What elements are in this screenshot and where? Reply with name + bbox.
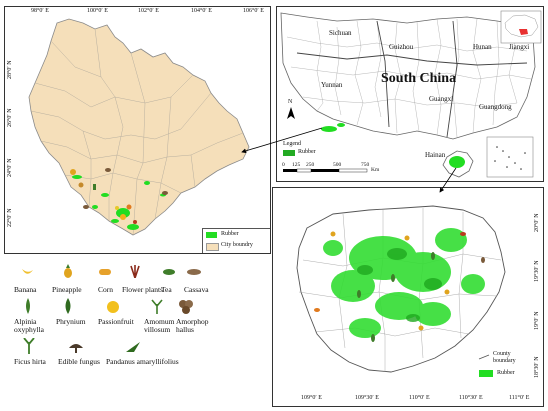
pineapple-icon (64, 264, 72, 278)
rubber-legend-swatch (283, 150, 295, 156)
crop-label-amomum-villosum: Amomum villosum (144, 317, 175, 334)
lon-tick-110-0: 110°0′ E (409, 395, 430, 401)
north-label: N (288, 99, 293, 105)
rubber-legend-swatch (479, 370, 493, 377)
scale-label-750: 750 (361, 162, 370, 168)
scale-bar (283, 168, 368, 173)
lat-tick-19-0: 19°0′ N (534, 311, 540, 330)
north-arrow-icon (287, 107, 295, 119)
lon-tick-104: 104°0′ E (191, 8, 212, 14)
flower-plants-icon (130, 265, 140, 278)
lon-tick-100: 100°0′ E (87, 8, 108, 14)
scale-label-500: 500 (333, 162, 342, 168)
lat-tick-19-30: 19°30′ N (534, 260, 540, 282)
crop-label-banana: Banana (14, 285, 37, 294)
south-sea-inset-frame (486, 136, 534, 178)
province-label-guizhou: Guizhou (389, 43, 414, 51)
crop-label-cassava: Cassava (184, 285, 209, 294)
crop-label-phrynium: Phrynium (56, 317, 86, 326)
county-boundary-legend-line (478, 354, 490, 360)
yunnan-legend: Rubber City boundry (202, 228, 270, 253)
hainan-crop-symbols (314, 231, 485, 342)
cassava-icon (187, 269, 201, 275)
crop-label-edible-fungus: Edible fungus (58, 357, 100, 366)
province-label-guangdong: Guangdong (479, 103, 512, 111)
crop-label-tea: Tea (161, 285, 172, 294)
south-china-map (280, 10, 542, 178)
lon-tick-102: 102°0′ E (138, 8, 159, 14)
province-label-sichuan: Sichuan (329, 29, 352, 37)
tea-icon (163, 269, 175, 275)
phrynium-icon (65, 298, 71, 314)
crop-label-pandanus: Pandanus amaryllifolius (106, 357, 179, 366)
crop-label-amorphophallus: Amorphop hallus (176, 317, 209, 334)
china-inset-outline (504, 14, 539, 38)
edible-fungus-icon (69, 344, 83, 353)
rubber-legend-label: Rubber (298, 149, 316, 155)
alpinia-icon (26, 298, 30, 314)
rubber-legend-label: Rubber (497, 370, 515, 376)
province-label-hainan: Hainan (425, 151, 446, 159)
lon-tick-111-0: 111°0′ E (509, 395, 530, 401)
crop-label-alpinia-oxyphylla: Alpinia oxyphylla (14, 317, 44, 334)
banana-icon (22, 269, 33, 274)
province-label-yunnan: Yunnan (321, 81, 343, 89)
rubber-legend-label: Rubber (221, 231, 239, 237)
ficus-hirta-icon (23, 338, 35, 354)
yunnan-province-shape (28, 18, 250, 236)
province-label-hunan: Hunan (473, 43, 492, 51)
passionfruit-icon (107, 301, 119, 313)
hainan-map-panel: 109°0′ E 109°30′ E 110°0′ E 110°30′ E 11… (272, 187, 544, 407)
lon-tick-98: 98°0′ E (31, 8, 49, 14)
legend-title: Legend (283, 141, 301, 147)
pandanus-icon (126, 342, 140, 352)
county-boundary-legend-label: County boundary (493, 351, 516, 364)
yunnan-province-map (28, 18, 250, 236)
scale-label-0: 0 (282, 162, 285, 168)
city-boundary-legend-label: City boundry (221, 242, 253, 248)
south-china-map-panel: Sichuan Guizhou Hunan Jiangxi Yunnan Gua… (276, 6, 544, 182)
hainan-island-map (296, 205, 506, 377)
crop-legend: Banana Pineapple Corn Flower plants Tea … (14, 262, 264, 407)
lon-tick-109-0: 109°0′ E (301, 395, 322, 401)
yunnan-crop-symbols (70, 168, 168, 224)
crop-label-pineapple: Pineapple (52, 285, 82, 294)
lon-tick-106: 106°0′ E (243, 8, 264, 14)
crop-label-flower-plants: Flower plants (122, 285, 164, 294)
crop-label-ficus-hirta: Ficus hirta (14, 357, 46, 366)
province-label-guangxi: Guangxi (429, 95, 454, 103)
lat-tick-20-0: 20°0′ N (534, 213, 540, 232)
crop-label-passionfruit: Passionfruit (98, 317, 134, 326)
city-boundary-swatch (206, 243, 219, 251)
rubber-swatch (206, 232, 217, 238)
scale-unit-km: Km (371, 167, 380, 173)
lon-tick-109-30: 109°30′ E (355, 395, 379, 401)
amomum-icon (151, 299, 163, 314)
crop-label-corn: Corn (98, 285, 113, 294)
province-label-jiangxi: Jiangxi (509, 43, 530, 51)
scale-label-250: 250 (306, 162, 315, 168)
scale-label-125: 125 (292, 162, 301, 168)
lat-tick-18-30: 18°30′ N (534, 356, 540, 378)
corn-icon (99, 269, 111, 275)
map-title: South China (381, 71, 457, 86)
amorphophallus-icon (179, 300, 193, 314)
yunnan-map-panel: 98°0′ E 100°0′ E 102°0′ E 104°0′ E 106°0… (4, 6, 271, 254)
lon-tick-110-30: 110°30′ E (459, 395, 483, 401)
